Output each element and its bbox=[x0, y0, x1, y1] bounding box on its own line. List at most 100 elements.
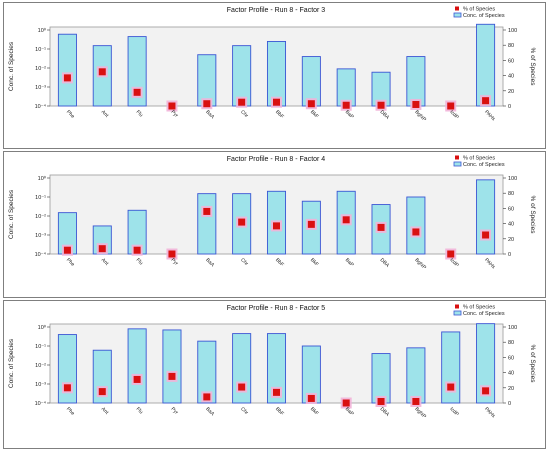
pct-marker bbox=[342, 216, 350, 224]
y-tick-label: 10⁻⁴ bbox=[35, 251, 47, 258]
y2-tick-label: 0 bbox=[508, 104, 511, 110]
pct-marker bbox=[412, 228, 420, 236]
pct-marker bbox=[63, 74, 71, 82]
category-label: Flu bbox=[135, 406, 144, 415]
category-label: Chr bbox=[239, 109, 249, 119]
conc-bar bbox=[371, 353, 391, 404]
y2-tick-label: 40 bbox=[508, 371, 514, 377]
factor-panel: Factor Profile - Run 8 - Factor 4 % of Sp… bbox=[3, 151, 546, 298]
y-tick-label: 10⁻¹ bbox=[35, 195, 46, 201]
y2-tick-label: 80 bbox=[508, 43, 514, 49]
pct-marker bbox=[377, 101, 385, 109]
legend-marker-swatch bbox=[455, 155, 459, 160]
pct-marker bbox=[412, 100, 420, 108]
legend-conc-label: Conc. of Species bbox=[463, 13, 505, 19]
legend-pct-label: % of Species bbox=[463, 7, 495, 13]
conc-bar bbox=[162, 329, 182, 404]
legend-bar-swatch bbox=[453, 12, 462, 18]
legend-marker-swatch bbox=[455, 6, 459, 11]
category-label: BkF bbox=[309, 257, 320, 268]
pct-marker bbox=[447, 250, 455, 258]
pct-marker bbox=[377, 223, 385, 231]
y2-axis-label: % of Species bbox=[529, 345, 536, 384]
conc-bar bbox=[197, 340, 217, 404]
category-label: BkF bbox=[309, 109, 320, 120]
pct-marker bbox=[133, 246, 141, 254]
chart-title: Factor Profile - Run 8 - Factor 3 bbox=[227, 7, 326, 14]
conc-bar bbox=[476, 323, 496, 404]
pct-marker bbox=[482, 97, 490, 105]
legend-pct-label: % of Species bbox=[463, 156, 495, 162]
y2-tick-label: 80 bbox=[508, 340, 514, 346]
y2-tick-label: 20 bbox=[508, 386, 514, 392]
y2-tick-label: 0 bbox=[508, 401, 511, 407]
conc-bar bbox=[476, 179, 496, 255]
pct-marker bbox=[307, 220, 315, 228]
category-label: Phe bbox=[65, 109, 76, 120]
y2-tick-label: 20 bbox=[508, 237, 514, 243]
legend-conc-label: Conc. of Species bbox=[463, 162, 505, 168]
y-axis-label: Conc. of Species bbox=[8, 189, 15, 239]
legend-bar-swatch bbox=[453, 310, 462, 316]
pct-marker bbox=[342, 101, 350, 109]
conc-bar bbox=[266, 333, 287, 404]
legend-conc-label: Conc. of Species bbox=[463, 311, 505, 317]
pct-marker bbox=[307, 100, 315, 108]
y2-tick-label: 100 bbox=[508, 325, 517, 331]
y2-tick-label: 60 bbox=[508, 58, 514, 64]
pct-marker bbox=[63, 246, 71, 254]
y-tick-label: 10⁻³ bbox=[35, 85, 46, 91]
pct-marker bbox=[203, 393, 211, 401]
y-tick-label: 10⁻² bbox=[35, 66, 46, 72]
y2-tick-label: 40 bbox=[508, 74, 514, 80]
category-label: BaA bbox=[204, 257, 215, 268]
category-label: BbF bbox=[274, 109, 285, 120]
pct-marker bbox=[203, 100, 211, 108]
y2-tick-label: 100 bbox=[508, 28, 517, 34]
y-tick-label: 10⁻⁴ bbox=[35, 400, 47, 407]
y-tick-label: 10⁻⁴ bbox=[35, 103, 47, 110]
pct-marker bbox=[307, 394, 315, 402]
category-label: Phe bbox=[65, 257, 76, 268]
category-label: Pyr bbox=[170, 406, 180, 416]
y-tick-label: 10⁻² bbox=[35, 363, 46, 369]
legend-pct-label: % of Species bbox=[463, 305, 495, 311]
category-label: BkF bbox=[309, 406, 320, 417]
pct-marker bbox=[238, 383, 246, 391]
category-label: BbF bbox=[274, 406, 285, 417]
factor-panel: Factor Profile - Run 8 - Factor 5 % of Sp… bbox=[3, 300, 546, 449]
y-tick-label: 10⁰ bbox=[38, 175, 47, 182]
chart-title: Factor Profile - Run 8 - Factor 5 bbox=[227, 305, 326, 312]
y-tick-label: 10⁻² bbox=[35, 214, 46, 220]
y-tick-label: 10⁻¹ bbox=[35, 344, 46, 350]
category-label: Ant bbox=[100, 257, 110, 267]
conc-bar bbox=[127, 328, 147, 404]
pct-marker bbox=[482, 387, 490, 395]
conc-bar bbox=[266, 40, 287, 107]
conc-bar bbox=[57, 33, 77, 107]
y2-tick-label: 60 bbox=[508, 206, 514, 212]
pct-marker bbox=[447, 102, 455, 110]
conc-bar bbox=[476, 23, 496, 107]
y2-tick-label: 40 bbox=[508, 222, 514, 228]
category-label: BaP bbox=[344, 406, 355, 417]
category-label: IcdP bbox=[448, 406, 460, 418]
pct-marker bbox=[342, 399, 350, 407]
y2-tick-label: 100 bbox=[508, 176, 517, 182]
category-label: BaA bbox=[204, 109, 215, 120]
y2-tick-label: 80 bbox=[508, 191, 514, 197]
category-label: BbF bbox=[274, 257, 285, 268]
pct-marker bbox=[273, 98, 280, 106]
category-label: IcdP bbox=[448, 109, 460, 121]
pct-marker bbox=[238, 98, 246, 106]
pct-marker bbox=[168, 372, 176, 380]
y-tick-label: 10⁻³ bbox=[35, 233, 46, 239]
category-label: Ant bbox=[100, 406, 110, 416]
category-label: Ant bbox=[100, 109, 110, 119]
pct-marker bbox=[63, 384, 71, 392]
pct-marker bbox=[98, 68, 106, 76]
pct-marker bbox=[168, 250, 176, 258]
category-label: DBA bbox=[379, 406, 391, 418]
pct-marker bbox=[377, 397, 385, 405]
